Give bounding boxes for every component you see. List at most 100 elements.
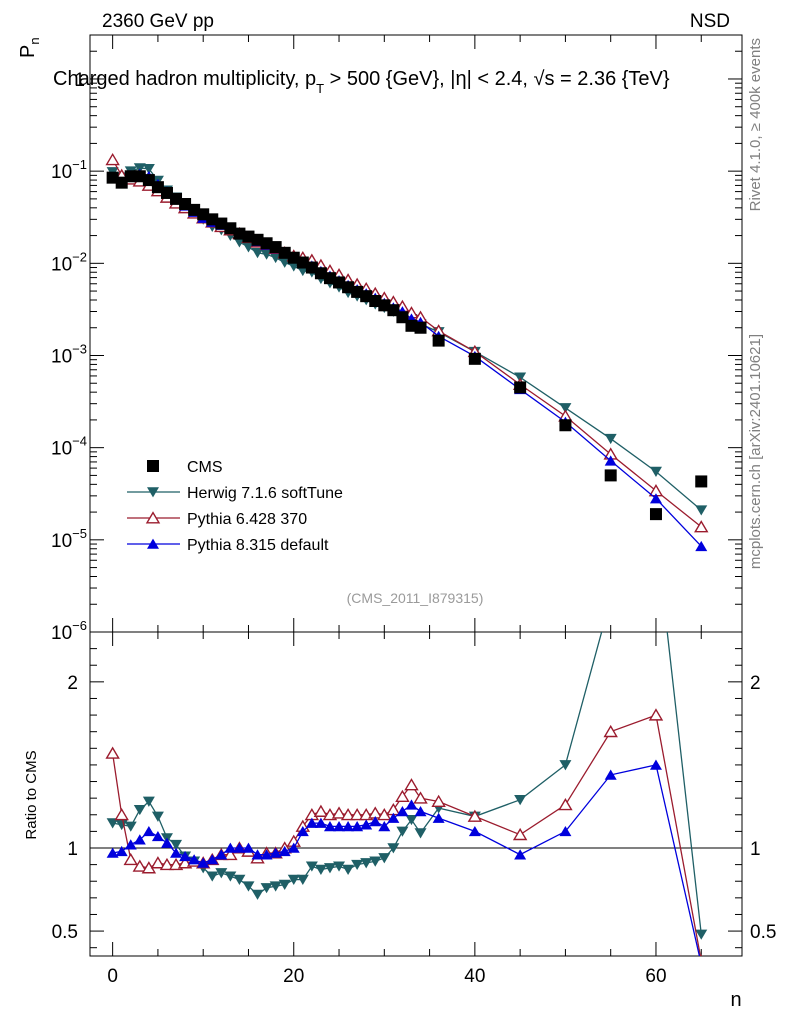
ratio-point-pythia-8-315-default: [305, 817, 318, 828]
ratio-point-herwig-7-1-6-softtune: [133, 804, 146, 816]
ratio-point-pythia-8-315-default: [170, 847, 183, 858]
data-point-cms: [559, 419, 572, 432]
ratio-point-herwig-7-1-6-softtune: [142, 796, 155, 807]
ratio-point-pythia-6-428-370: [150, 856, 166, 869]
ratio-plot-frame: [89, 631, 743, 957]
ratio-point-herwig-7-1-6-softtune: [650, 528, 662, 538]
ratio-point-pythia-8-315-default: [387, 812, 400, 823]
ratio-point-herwig-7-1-6-softtune: [314, 864, 327, 875]
ratio-point-pythia-8-315-default: [432, 812, 445, 823]
data-point-cms: [233, 227, 246, 240]
header-left: 2360 GeV pp: [102, 11, 214, 32]
ratio-point-pythia-6-428-370: [648, 708, 664, 721]
data-point-cms: [378, 299, 391, 312]
ratio-point-herwig-7-1-6-softtune: [260, 883, 273, 894]
ratio-point-herwig-7-1-6-softtune: [251, 889, 264, 900]
data-point-cms: [269, 241, 282, 254]
data-point-pythia-6-428-370: [694, 520, 709, 533]
data-point-herwig-7-1-6-softtune: [559, 403, 572, 414]
data-point-cms: [197, 208, 210, 221]
data-point-herwig-7-1-6-softtune: [142, 164, 155, 175]
ratio-point-herwig-7-1-6-softtune: [233, 874, 246, 885]
ratio-point-herwig-7-1-6-softtune: [333, 861, 346, 872]
data-point-cms: [342, 281, 355, 294]
ratio-point-pythia-8-315-default: [468, 825, 481, 837]
ratio-point-herwig-7-1-6-softtune: [414, 828, 427, 839]
ratio-point-pythia-8-315-default: [188, 854, 201, 865]
ratio-point-pythia-8-315-default: [559, 825, 572, 837]
ratio-point-pythia-8-315-default: [649, 759, 662, 770]
ratio-point-pythia-6-428-370: [159, 857, 175, 871]
legend-label-pythia-8-315-default: Pythia 8.315 default: [187, 537, 329, 554]
data-point-cms: [224, 222, 237, 235]
y-tick-label: 10−6: [51, 618, 87, 644]
ratio-point-pythia-8-315-default: [269, 847, 282, 858]
ratio-point-pythia-8-315-default: [351, 821, 364, 832]
ratio-point-herwig-7-1-6-softtune: [360, 858, 373, 869]
chart-title-rest: > 500 {GeV}, |η| < 2.4, √s = 2.36 {TeV}: [324, 68, 670, 90]
data-point-cms: [414, 321, 427, 334]
data-point-cms: [514, 381, 527, 394]
ratio-point-herwig-7-1-6-softtune: [296, 874, 309, 885]
ratio-point-pythia-8-315-default: [278, 845, 291, 857]
data-point-herwig-7-1-6-softtune: [695, 505, 708, 516]
ratio-point-herwig-7-1-6-softtune: [278, 879, 291, 890]
ratio-point-pythia-6-428-370: [114, 807, 129, 821]
data-point-cms: [369, 295, 382, 308]
ratio-point-pythia-6-428-370: [512, 827, 528, 841]
data-point-pythia-8-315-default: [649, 493, 662, 504]
legend-marker-cms: [147, 460, 159, 472]
ratio-point-pythia-8-315-default: [115, 845, 128, 857]
ratio-point-pythia-8-315-default: [287, 842, 300, 853]
ratio-point-herwig-7-1-6-softtune: [170, 839, 183, 851]
ratio-point-herwig-7-1-6-softtune: [323, 863, 336, 874]
ratio-point-pythia-8-315-default: [251, 849, 264, 860]
ratio-point-herwig-7-1-6-softtune: [695, 929, 708, 940]
y-tick-base: 10: [51, 346, 72, 367]
ratio-point-herwig-7-1-6-softtune: [115, 819, 128, 831]
ratio-tick-label-right: 0.5: [750, 922, 776, 943]
ratio-point-pythia-8-315-default: [124, 839, 137, 850]
ratio-series-group: [105, 528, 708, 956]
legend-label-cms: CMS: [187, 459, 223, 476]
x-tick-label: 20: [283, 966, 304, 987]
ratio-point-herwig-7-1-6-softtune: [342, 864, 355, 875]
ratio-point-pythia-6-428-370: [395, 789, 410, 802]
ratio-point-pythia-8-315-default: [206, 854, 219, 865]
y-tick-label: 1: [74, 70, 85, 91]
data-point-cms: [323, 272, 336, 285]
ratio-point-pythia-8-315-default: [314, 817, 327, 828]
y-tick-base: 10: [51, 162, 72, 183]
data-point-herwig-7-1-6-softtune: [604, 433, 617, 445]
x-tick-label: 40: [464, 966, 485, 987]
side-label-bottom: mcplots.cern.ch [arXiv:2401.10621]: [747, 334, 764, 569]
data-point-cms: [314, 267, 327, 280]
ratio-point-pythia-6-428-370: [349, 807, 365, 821]
ratio-tick-label: 2: [67, 673, 78, 694]
legend-label-pythia-6-428-370: Pythia 6.428 370: [187, 511, 307, 528]
ratio-point-pythia-8-315-default: [369, 816, 382, 827]
ratio-point-herwig-7-1-6-softtune: [369, 856, 382, 867]
data-point-cms: [604, 469, 617, 482]
ratio-point-pythia-8-315-default: [142, 825, 155, 837]
y-tick-exp: −3: [72, 341, 87, 356]
y-tick-label: 10−2: [51, 249, 87, 275]
data-point-cms: [278, 246, 291, 259]
x-tick-label: 0: [107, 966, 118, 987]
ratio-point-herwig-7-1-6-softtune: [305, 861, 318, 872]
ratio-point-pythia-6-428-370: [223, 847, 238, 861]
ratio-point-herwig-7-1-6-softtune: [559, 760, 572, 771]
ratio-point-pythia-6-428-370: [123, 852, 138, 866]
ratio-point-pythia-8-315-default: [396, 806, 409, 817]
data-point-cms: [432, 334, 445, 347]
legend-marker-pythia-6-428-370: [145, 511, 161, 524]
ratio-point-pythia-8-315-default: [160, 837, 173, 848]
data-point-cms: [649, 508, 662, 521]
main-series-group: [105, 152, 709, 552]
ratio-point-pythia-6-428-370: [700, 954, 703, 956]
data-point-herwig-7-1-6-softtune: [649, 466, 662, 477]
ratio-point-pythia-8-315-default: [242, 842, 255, 853]
data-point-pythia-8-315-default: [604, 455, 617, 466]
data-point-pythia-6-428-370: [105, 152, 120, 166]
data-point-cms: [305, 261, 318, 274]
